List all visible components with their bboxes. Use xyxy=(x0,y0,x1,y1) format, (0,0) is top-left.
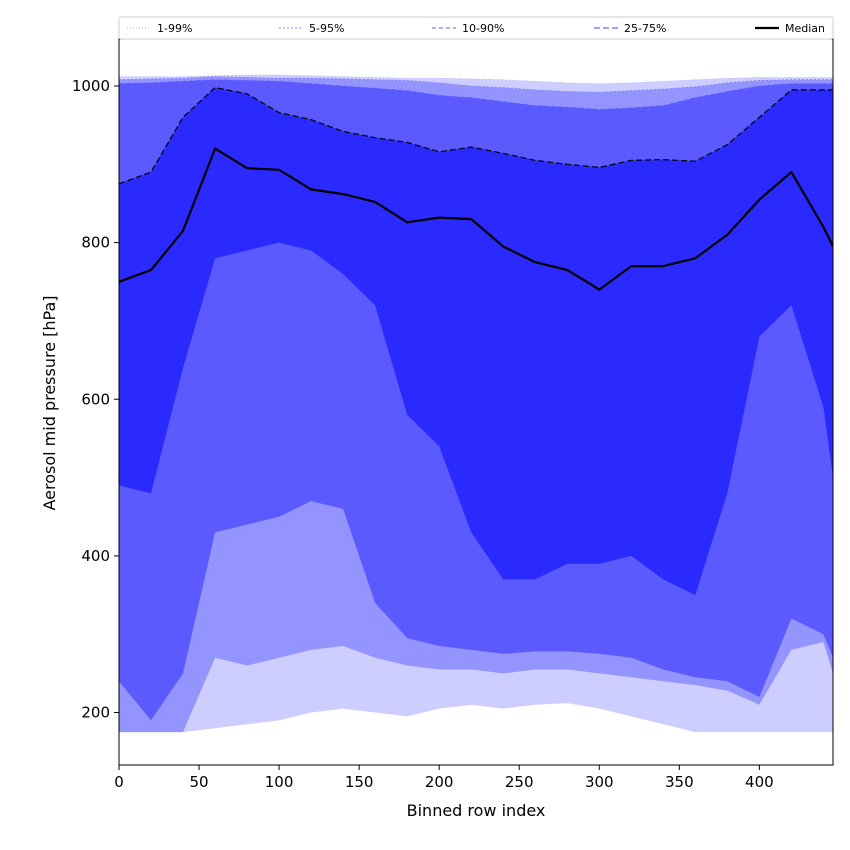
legend-label: 5-95% xyxy=(309,22,344,35)
x-tick-label: 250 xyxy=(505,773,534,791)
band-upper-edge-595 xyxy=(119,76,833,93)
legend: 1-99% 5-95% 10-90% 25-75% Median xyxy=(118,16,834,40)
x-tick-label: 0 xyxy=(114,773,124,791)
x-tick-label: 400 xyxy=(745,773,774,791)
x-tick-label: 150 xyxy=(345,773,374,791)
x-tick-label: 350 xyxy=(665,773,694,791)
y-tick-label: 800 xyxy=(81,234,110,252)
legend-label: 10-90% xyxy=(462,22,504,35)
legend-box xyxy=(118,16,834,40)
y-axis-label: Aerosol mid pressure [hPa] xyxy=(40,295,59,510)
legend-label: 1-99% xyxy=(157,22,192,35)
x-tick-label: 100 xyxy=(265,773,294,791)
x-tick-label: 50 xyxy=(189,773,208,791)
band-upper-edge-1090 xyxy=(119,79,833,110)
y-tick-label: 200 xyxy=(81,704,110,722)
band-upper-edge-2575 xyxy=(119,86,833,185)
band-area-2575 xyxy=(119,87,833,596)
y-tick-label: 600 xyxy=(81,390,110,408)
axes: 0 50 100 150 200 250 300 350 400 200 400 600 800 1000 xyxy=(72,38,834,791)
plot-area xyxy=(119,74,833,733)
x-axis-label: Binned row index xyxy=(407,801,546,820)
legend-label: Median xyxy=(785,22,825,35)
y-tick-label: 400 xyxy=(81,547,110,565)
legend-label: 25-75% xyxy=(624,22,666,35)
x-tick-label: 200 xyxy=(425,773,454,791)
x-tick-label: 300 xyxy=(585,773,614,791)
y-tick-label: 1000 xyxy=(72,77,110,95)
median-line xyxy=(119,147,833,291)
